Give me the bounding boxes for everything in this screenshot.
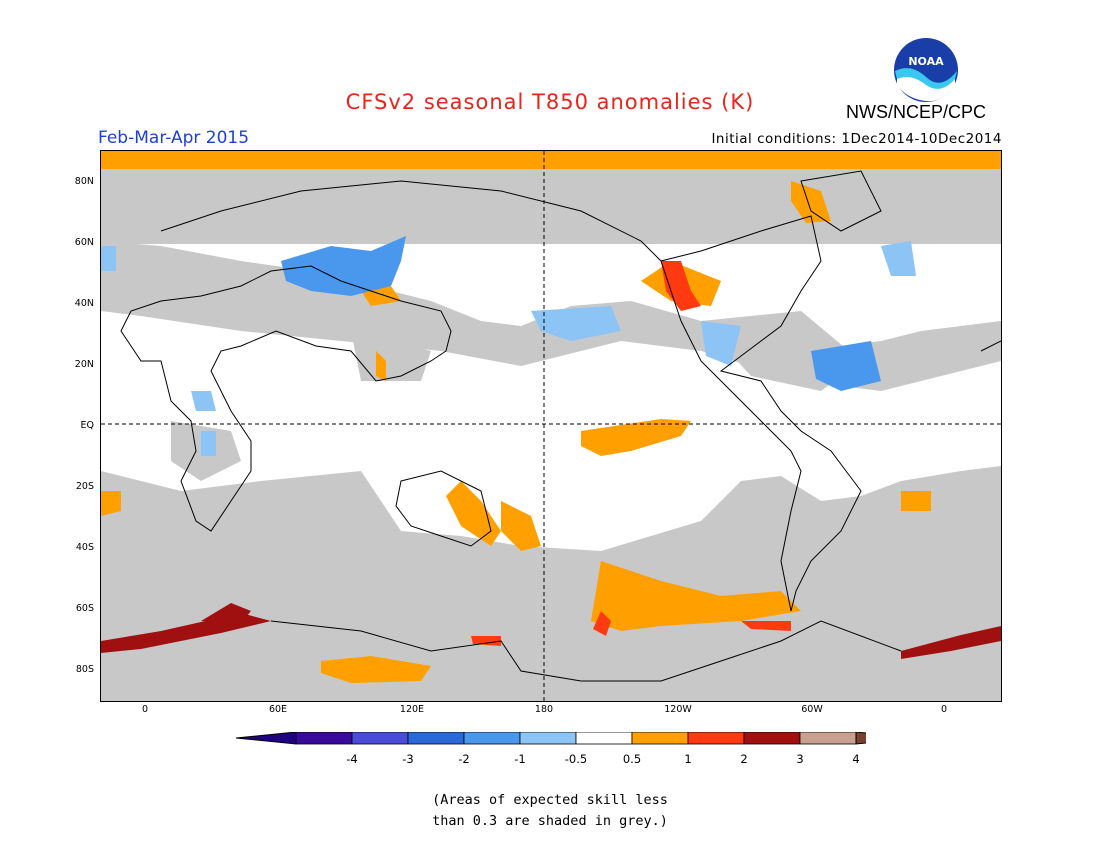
lat-label: 60S: [75, 603, 94, 614]
colorbar-low-end: [236, 732, 297, 745]
initial-conditions: Initial conditions: 1Dec2014-10Dec2014: [711, 131, 1002, 147]
org-label: NWS/NCEP/CPC: [846, 102, 987, 122]
colorbar-swatch: [295, 732, 353, 745]
skill-note: (Areas of expected skill less than 0.3 a…: [0, 790, 1100, 832]
lat-label: 40S: [75, 542, 94, 553]
strong-positive-anomaly-regions: [101, 261, 1001, 659]
colorbar-swatch: [799, 732, 857, 745]
lat-label: 80N: [74, 176, 94, 187]
colorbar-swatch: [743, 732, 801, 745]
colorbar-swatch: [631, 732, 689, 745]
colorbar-label: 0.5: [622, 752, 642, 766]
negative-anomaly-regions: [101, 236, 916, 456]
lon-label: 120W: [664, 704, 692, 715]
colorbar-label: 4: [852, 752, 860, 766]
colorbar-label: 1: [684, 752, 692, 766]
colorbar-swatch: [463, 732, 521, 745]
skill-note-line2: than 0.3 are shaded in grey.): [432, 813, 668, 829]
colorbar-high-end: [855, 732, 866, 745]
lat-label: EQ: [80, 420, 94, 431]
colorbar-label: -1: [514, 752, 526, 766]
colorbar-label: -2: [458, 752, 470, 766]
lat-label: 80S: [75, 664, 94, 675]
anomaly-map: [100, 150, 1002, 702]
colorbar-label: -3: [402, 752, 414, 766]
lat-label: 20N: [74, 359, 94, 370]
coastlines: [120, 170, 1001, 682]
lon-label: 0: [940, 704, 948, 715]
lat-label: 40N: [74, 298, 94, 309]
colorbar-label: -4: [346, 752, 358, 766]
lon-label: 60E: [268, 704, 288, 715]
noaa-logo-text: NOAA: [908, 55, 944, 68]
colorbar-label: 3: [796, 752, 804, 766]
lat-label: 60N: [74, 237, 94, 248]
colorbar-swatch: [351, 732, 409, 745]
colorbar-swatch: [519, 732, 577, 745]
lat-label: 20S: [75, 481, 94, 492]
skill-note-line1: (Areas of expected skill less: [432, 792, 668, 808]
colorbar-swatch: [407, 732, 465, 745]
colorbar: [236, 732, 866, 745]
lon-label: 0: [141, 704, 149, 715]
chart-title: CFSv2 seasonal T850 anomalies (K): [345, 90, 755, 114]
colorbar-swatch: [575, 732, 633, 745]
colorbar-label: -0.5: [564, 752, 588, 766]
noaa-logo: NOAA: [894, 38, 958, 102]
colorbar-swatch: [687, 732, 745, 745]
positive-anomaly-regions: [101, 151, 1001, 683]
lon-label: 180: [534, 704, 554, 715]
lon-label: 120E: [399, 704, 425, 715]
season-label: Feb-Mar-Apr 2015: [98, 128, 250, 148]
lon-label: 60W: [801, 704, 823, 715]
colorbar-label: 2: [740, 752, 748, 766]
